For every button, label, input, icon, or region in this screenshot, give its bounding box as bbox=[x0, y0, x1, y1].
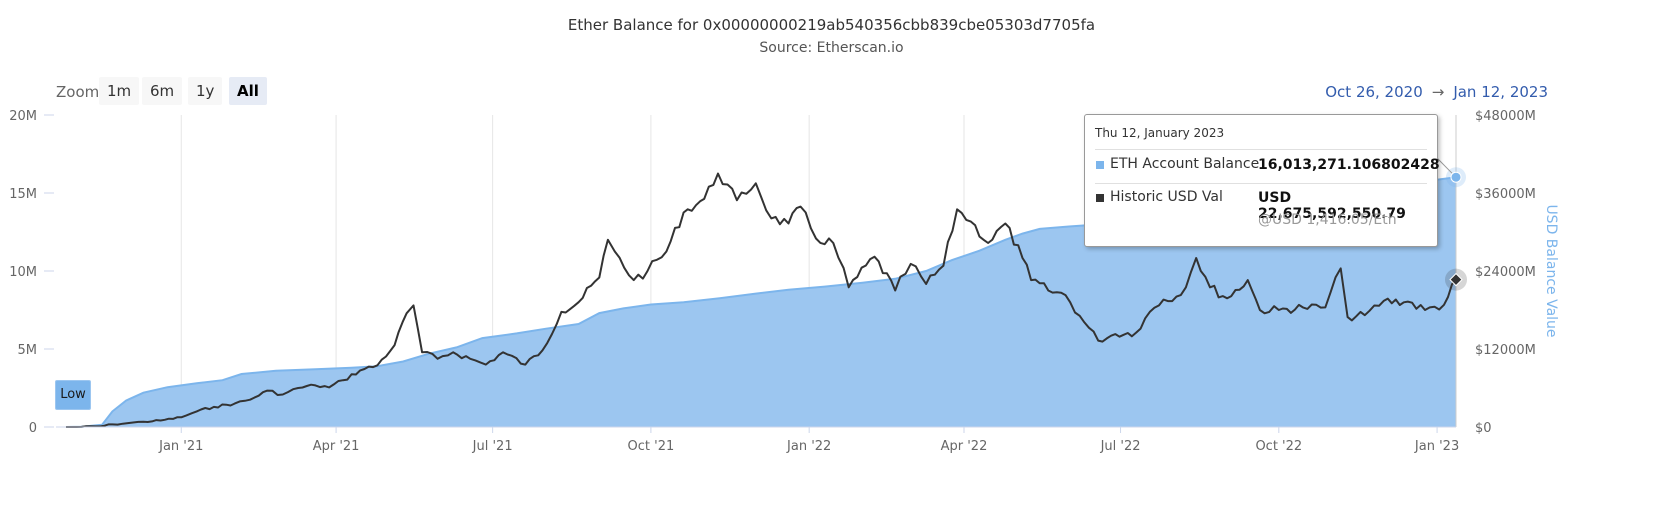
date-range-from[interactable]: Oct 26, 2020 bbox=[1325, 83, 1423, 101]
x-tick-label: Jan '23 bbox=[1414, 439, 1459, 454]
usd-swatch-icon bbox=[1096, 194, 1104, 202]
y-right-tick-label: $48000M bbox=[1475, 109, 1536, 124]
tooltip-date: Thu 12, January 2023 bbox=[1095, 126, 1225, 140]
zoom-1m-button[interactable]: 1m bbox=[99, 77, 140, 105]
tooltip-connector bbox=[1436, 157, 1453, 174]
zoom-all-button[interactable]: All bbox=[229, 77, 267, 105]
tooltip-usd-rate: @USD 1,416.05/Eth bbox=[1258, 212, 1397, 228]
tooltip-usd-label: Historic USD Val bbox=[1110, 189, 1223, 205]
y-left-tick-label: 0 bbox=[29, 421, 37, 436]
y-left-tick-label: 5M bbox=[18, 343, 38, 358]
tooltip-balance-value: 16,013,271.106802428 bbox=[1258, 157, 1440, 173]
usd-hover-marker bbox=[1449, 272, 1463, 287]
x-tick-label: Apr '22 bbox=[941, 439, 988, 454]
x-tick-label: Jan '21 bbox=[158, 439, 203, 454]
y-right-tick-label: $12000M bbox=[1475, 343, 1536, 358]
x-tick-label: Oct '22 bbox=[1255, 439, 1302, 454]
y-right-tick-label: $36000M bbox=[1475, 187, 1536, 202]
chart-subtitle: Source: Etherscan.io bbox=[759, 40, 904, 56]
y-right-tick-label: $0 bbox=[1475, 421, 1492, 436]
usd-value-line bbox=[66, 172, 1457, 428]
tooltip-balance-label: ETH Account Balance bbox=[1110, 156, 1260, 172]
x-tick-label: Oct '21 bbox=[628, 439, 675, 454]
x-tick-label: Jul '21 bbox=[472, 439, 513, 454]
tooltip-divider bbox=[1095, 149, 1427, 150]
tooltip: Thu 12, January 2023 ETH Account Balance… bbox=[1084, 114, 1440, 247]
low-button[interactable]: Low bbox=[55, 380, 91, 410]
balance-swatch-icon bbox=[1096, 161, 1104, 169]
date-range-arrow: → bbox=[1431, 83, 1445, 101]
zoom-1y-button[interactable]: 1y bbox=[188, 77, 223, 105]
tooltip-divider bbox=[1095, 183, 1427, 184]
zoom-6m-button[interactable]: 6m bbox=[142, 77, 183, 105]
x-tick-label: Jan '22 bbox=[786, 439, 831, 454]
balance-hover-marker bbox=[1450, 171, 1462, 183]
zoom-label: Zoom bbox=[56, 83, 100, 101]
y-left-tick-label: 20M bbox=[9, 109, 37, 124]
chart-title: Ether Balance for 0x00000000219ab540356c… bbox=[567, 16, 1096, 34]
x-tick-label: Apr '21 bbox=[313, 439, 360, 454]
y-left-tick-label: 15M bbox=[9, 187, 37, 202]
date-range-to[interactable]: Jan 12, 2023 bbox=[1453, 83, 1548, 101]
x-tick-label: Jul '22 bbox=[1100, 439, 1141, 454]
right-axis-title: USD Balance Value bbox=[1543, 204, 1559, 337]
tooltip-usd-value: USD 22,675,592,550.79 bbox=[1258, 190, 1406, 222]
y-right-tick-label: $24000M bbox=[1475, 265, 1536, 280]
y-left-tick-label: 10M bbox=[9, 265, 37, 280]
date-range: Oct 26, 2020 → Jan 12, 2023 bbox=[1325, 83, 1548, 101]
